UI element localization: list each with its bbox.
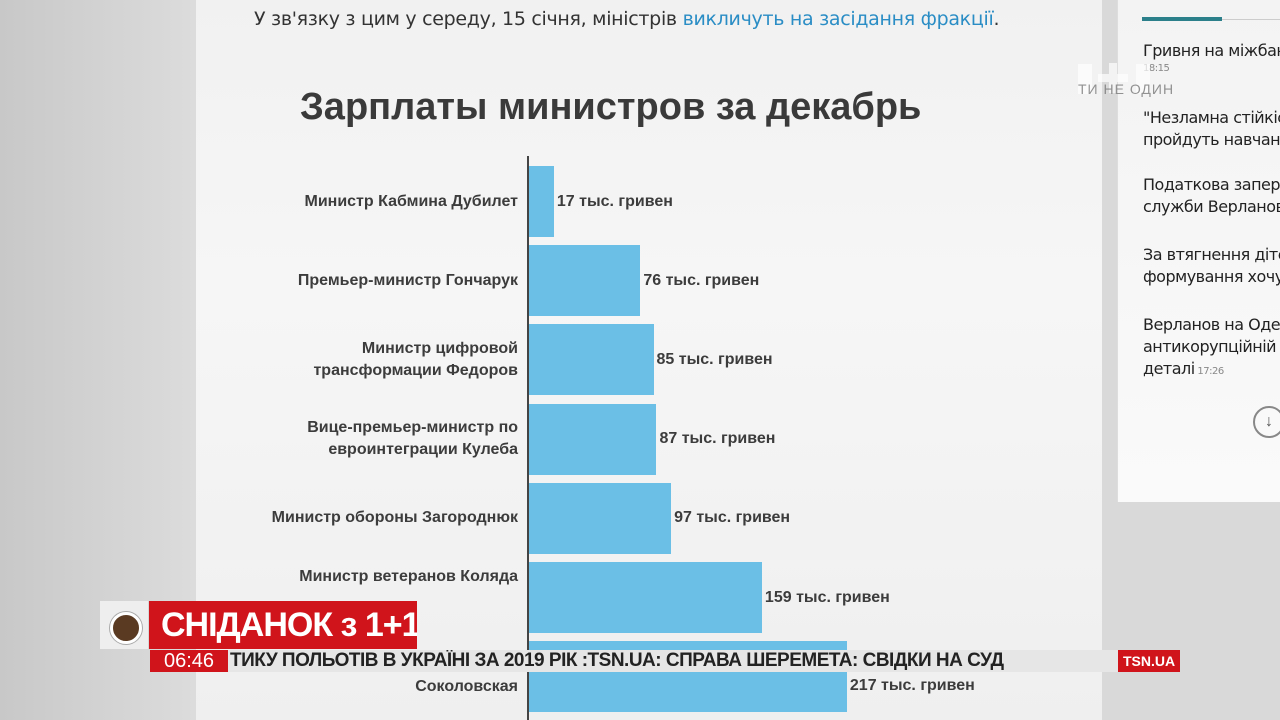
intro-link[interactable]: викличуть на засідання фракції [682, 8, 994, 30]
category-label: Вице-премьер-министр по евроинтеграции К… [307, 419, 518, 459]
ticker-text: ТИКУ ПОЛЬОТІВ В УКРАЇНІ ЗА 2019 РІК :TSN… [230, 650, 1004, 671]
channel-watermark-slogan: ТИ НЕ ОДИН [1078, 81, 1175, 97]
category-label: Министр цифровой трансформации Федоров [313, 339, 518, 379]
sidebar-news-item[interactable]: Верланов на Оде антикорупційній деталі 17:… [1143, 315, 1280, 378]
data-label: 87 тыс. гривен [659, 430, 776, 448]
news-ticker: 06:46 ТИКУ ПОЛЬОТІВ В УКРАЇНІ ЗА 2019 РІ… [150, 650, 1180, 672]
background [0, 0, 196, 720]
show-logo: СНІДАНОК з 1+1 [149, 601, 417, 649]
channel-watermark-logo [1078, 63, 1150, 94]
category-label: Министр ветеранов Коляда [299, 568, 518, 585]
article-intro: У зв'язку з цим у середу, 15 січня, міні… [254, 8, 999, 30]
category-label: Премьер-министр Гончарук [297, 271, 518, 289]
news-time: 18:15 [1143, 63, 1170, 74]
sidebar-news-item[interactable]: "Незламна стійкіс пройдуть навчанн [1143, 108, 1280, 149]
sidebar-news-item[interactable]: За втягнення діте формування хочу [1143, 245, 1280, 286]
data-label: 85 тыс. гривен [656, 350, 773, 368]
data-label: 97 тыс. гривен [674, 509, 791, 527]
sidebar-divider [1222, 19, 1280, 20]
bar [529, 245, 641, 317]
data-label: 217 тыс. гривен [849, 677, 975, 694]
bar [529, 166, 554, 237]
bar [529, 482, 672, 554]
data-label: 76 тыс. гривен [643, 271, 760, 289]
y-axis-line [527, 156, 529, 720]
category-label: Министр обороны Загороднюк [271, 509, 518, 527]
coffee-cup-icon [100, 601, 148, 649]
bar [529, 324, 654, 396]
bar [529, 562, 762, 633]
sidebar-news-item[interactable]: Гривня на міжбан 18:15 [1143, 40, 1280, 76]
chart-title: Зарплаты министров за декабрь [300, 86, 922, 128]
clock: 06:46 [150, 650, 228, 672]
arrow-down-circle-icon[interactable]: ↓ [1253, 406, 1280, 438]
category-label: Соколовская [415, 678, 518, 696]
channel-badge: TSN.UA [1118, 650, 1180, 672]
news-time: 17:26 [1194, 366, 1224, 377]
intro-end: . [993, 8, 1000, 30]
category-label: Министр Кабмина Дубилет [304, 192, 518, 210]
bar [529, 403, 657, 475]
data-label: 17 тыс. гривен [556, 192, 673, 210]
intro-text: У зв'язку з цим у середу, 15 січня, міні… [254, 8, 683, 30]
sidebar-active-tab-indicator [1142, 17, 1222, 21]
sidebar-news-item[interactable]: Податкова запере служби Верланов [1143, 175, 1280, 216]
data-label: 159 тыс. гривен [764, 588, 890, 606]
